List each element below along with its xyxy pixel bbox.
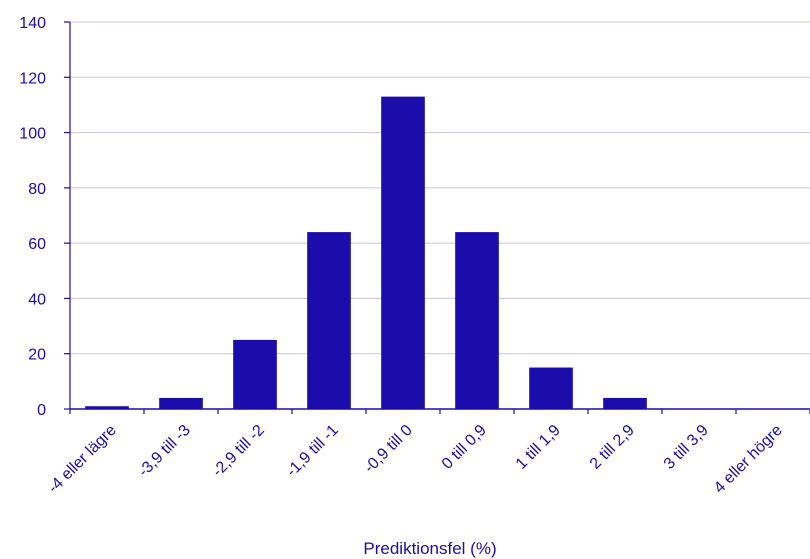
bar [85, 406, 129, 409]
gridlines [70, 21, 810, 355]
x-tick-label: -3,9 till -3 [135, 422, 194, 481]
x-tick-label: -2,9 till -2 [209, 422, 268, 481]
y-tick-label: 40 [28, 291, 46, 308]
x-tick-label: 4 eller högre [711, 422, 786, 497]
bar [381, 96, 425, 409]
y-tick-label: 20 [28, 347, 46, 364]
bar [159, 397, 203, 409]
x-tick-labels: -4 eller lägre -3,9 till -3 -2,9 till -2 -1… [45, 422, 786, 497]
bars [85, 96, 647, 409]
bar [529, 367, 573, 409]
y-tick-label: 100 [19, 126, 46, 143]
y-tick-labels: 0 20 40 60 80 100 120 140 [19, 15, 46, 419]
y-tick-label: 120 [19, 70, 46, 87]
bar [307, 232, 351, 409]
x-tick-label: 0 till 0,9 [439, 422, 490, 473]
y-tick-label: 80 [28, 181, 46, 198]
y-tick-label: 0 [37, 402, 46, 419]
bar [455, 232, 499, 409]
x-tick-label: 2 till 2,9 [587, 422, 638, 473]
x-tick-label: -0,9 till 0 [361, 422, 416, 477]
x-tick-label: -4 eller lägre [45, 422, 120, 497]
bar [603, 397, 647, 409]
x-tick-label: 3 till 3,9 [661, 422, 712, 473]
bar [233, 339, 277, 409]
x-tick-label: -1,9 till -1 [283, 422, 342, 481]
axes [64, 21, 810, 414]
x-tick-label: 1 till 1,9 [513, 422, 564, 473]
x-axis-title: Prediktionsfel (%) [363, 539, 496, 558]
y-tick-label: 140 [19, 15, 46, 32]
y-tick-label: 60 [28, 236, 46, 253]
